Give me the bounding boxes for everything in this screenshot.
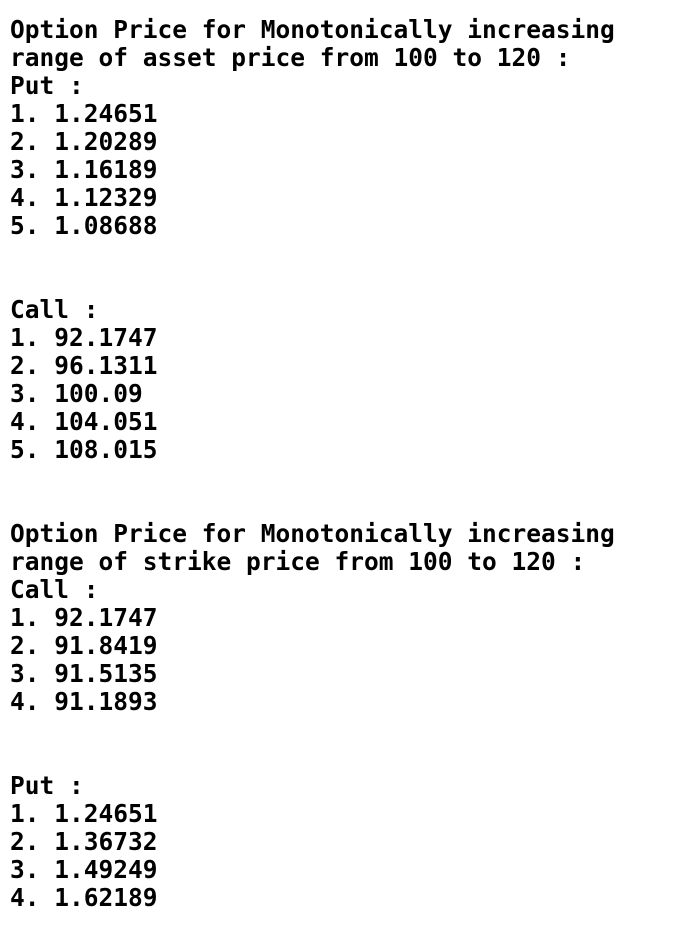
section-heading: Option Price for Monotonically increasin… [10, 15, 615, 44]
price-item: 4. 104.051 [10, 407, 158, 436]
price-item: 2. 1.20289 [10, 127, 158, 156]
price-item: 3. 91.5135 [10, 659, 158, 688]
price-item: 4. 1.12329 [10, 183, 158, 212]
price-item: 1. 92.1747 [10, 323, 158, 352]
price-item: 4. 91.1893 [10, 687, 158, 716]
section-heading: range of strike price from 100 to 120 : [10, 547, 586, 576]
price-item: 5. 108.015 [10, 435, 158, 464]
group-label: Call : [10, 295, 99, 324]
price-item: 3. 1.16189 [10, 155, 158, 184]
price-item: 3. 100.09 [10, 379, 143, 408]
section-heading: Option Price for Monotonically increasin… [10, 519, 615, 548]
price-item: 2. 91.8419 [10, 631, 158, 660]
price-item: 3. 1.49249 [10, 855, 158, 884]
group-label: Put : [10, 771, 84, 800]
group-label: Call : [10, 575, 99, 604]
price-item: 1. 1.24651 [10, 799, 158, 828]
price-item: 2. 1.36732 [10, 827, 158, 856]
group-label: Put : [10, 71, 84, 100]
price-item: 4. 1.62189 [10, 883, 158, 912]
price-item: 1. 1.24651 [10, 99, 158, 128]
section-heading: range of asset price from 100 to 120 : [10, 43, 571, 72]
price-item: 5. 1.08688 [10, 211, 158, 240]
price-item: 2. 96.1311 [10, 351, 158, 380]
price-item: 1. 92.1747 [10, 603, 158, 632]
